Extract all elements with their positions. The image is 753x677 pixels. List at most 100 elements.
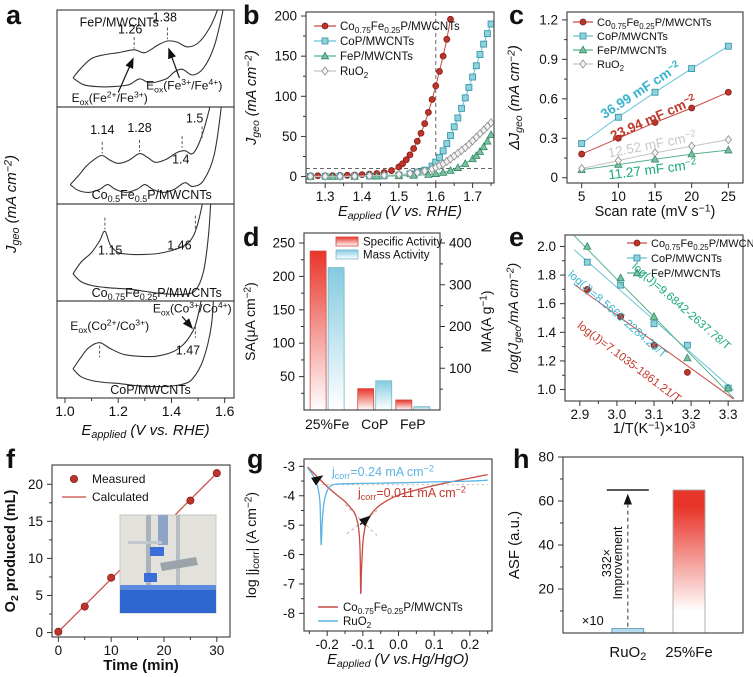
svg-text:20: 20 bbox=[538, 581, 554, 597]
svg-text:-7: -7 bbox=[283, 576, 295, 591]
svg-text:50: 50 bbox=[282, 129, 297, 144]
svg-text:-4: -4 bbox=[283, 488, 295, 503]
svg-text:SA(μA cm−2): SA(μA cm−2) bbox=[242, 282, 258, 361]
svg-text:MA(A g−1): MA(A g−1) bbox=[478, 290, 494, 352]
inset-photo bbox=[119, 514, 217, 614]
svg-text:300: 300 bbox=[449, 277, 472, 292]
svg-text:1.0: 1.0 bbox=[537, 382, 556, 397]
svg-text:100: 100 bbox=[274, 89, 297, 104]
svg-text:250: 250 bbox=[272, 236, 295, 251]
svg-text:FeP/MWCNTs: FeP/MWCNTs bbox=[597, 45, 667, 57]
panel-e-arrhenius: 2.9 3.0 3.1 3.2 3.3 1.0 1.2 1.4 1.6 1.8 2.0 1/T(K−1… bbox=[503, 225, 753, 445]
panel-c-cdl: 5 10 15 20 25 0 0.3 0.6 0.9 1.2 Scan rate (mV s−1)… bbox=[503, 0, 753, 225]
panel-d-label: d bbox=[243, 222, 260, 252]
svg-text:CoP/MWCNTs: CoP/MWCNTs bbox=[651, 253, 722, 265]
svg-text:Co0.75Fe0.25P/MWCNTs: Co0.75Fe0.25P/MWCNTs bbox=[343, 602, 463, 616]
svg-text:Eox(Co2+/Co3+): Eox(Co2+/Co3+) bbox=[70, 318, 149, 336]
svg-text:30: 30 bbox=[209, 643, 224, 658]
svg-text:log(Jgeo/mA cm−2): log(Jgeo/mA cm−2) bbox=[505, 263, 524, 373]
svg-text:0.6: 0.6 bbox=[539, 91, 558, 106]
svg-text:2.0: 2.0 bbox=[537, 239, 556, 254]
svg-text:0.1: 0.1 bbox=[425, 637, 444, 652]
svg-text:25: 25 bbox=[721, 189, 736, 204]
panel-d-activity-bars: 25%Fe CoP FeP 50 100 150 200 250 100 200 300 400 SA(… bbox=[240, 225, 503, 445]
panel-c-label: c bbox=[509, 0, 525, 30]
panel-e-label: e bbox=[509, 222, 525, 252]
svg-text:FeP/MWCNTs: FeP/MWCNTs bbox=[340, 51, 413, 63]
panel-h-label: h bbox=[513, 444, 530, 474]
panel-h-asf-bars: 20 40 60 80 ASF (a.u.) RuO2 25%Fe ×10 332× Improv… bbox=[503, 445, 753, 677]
panel-a-label: a bbox=[6, 0, 22, 30]
svg-text:Jgeo (mA cm−2): Jgeo (mA cm−2) bbox=[3, 155, 23, 254]
svg-text:Eapplied (V vs. RHE): Eapplied (V vs. RHE) bbox=[81, 422, 209, 441]
svg-text:3.2: 3.2 bbox=[682, 407, 701, 422]
svg-text:0.9: 0.9 bbox=[539, 52, 558, 67]
svg-text:O2 produced (mL): O2 produced (mL) bbox=[3, 490, 21, 613]
svg-text:20: 20 bbox=[28, 477, 43, 492]
svg-text:RuO2: RuO2 bbox=[343, 616, 372, 630]
svg-text:200: 200 bbox=[274, 9, 297, 24]
svg-text:80: 80 bbox=[538, 449, 554, 465]
svg-text:1/T(K−1)×103: 1/T(K−1)×103 bbox=[613, 421, 696, 438]
svg-text:1.6: 1.6 bbox=[215, 403, 235, 419]
svg-text:CoP/MWCNTs: CoP/MWCNTs bbox=[110, 383, 191, 397]
svg-text:400: 400 bbox=[449, 236, 472, 251]
svg-text:Eapplied (V vs.Hg/HgO): Eapplied (V vs.Hg/HgO) bbox=[327, 652, 469, 670]
svg-text:5: 5 bbox=[578, 189, 586, 204]
svg-text:60: 60 bbox=[538, 493, 554, 509]
svg-text:0.3: 0.3 bbox=[539, 131, 558, 146]
svg-text:jcorr=0.011 mA cm−2: jcorr=0.011 mA cm−2 bbox=[357, 485, 466, 503]
svg-text:150: 150 bbox=[272, 302, 295, 317]
svg-text:1.47: 1.47 bbox=[176, 343, 200, 357]
svg-text:0: 0 bbox=[550, 170, 558, 185]
svg-text:Co0.5Fe0.5P/MWCNTs: Co0.5Fe0.5P/MWCNTs bbox=[92, 188, 212, 204]
svg-text:1.5: 1.5 bbox=[390, 189, 409, 204]
panel-g-chart: -0.2 -0.1 0.0 0.1 0.2 -8 -7 -6 -5 -4 -3 Eapplied (V… bbox=[243, 458, 493, 670]
svg-text:Eox(Fe2+/Fe3+): Eox(Fe2+/Fe3+) bbox=[72, 90, 148, 108]
svg-text:3.3: 3.3 bbox=[719, 407, 738, 422]
panel-g-corrosion: -0.2 -0.1 0.0 0.1 0.2 -8 -7 -6 -5 -4 -3 Eapplied (V… bbox=[240, 445, 503, 677]
svg-text:10: 10 bbox=[28, 551, 43, 566]
svg-text:15: 15 bbox=[647, 189, 662, 204]
svg-text:1.3: 1.3 bbox=[316, 189, 335, 204]
svg-text:1.4: 1.4 bbox=[172, 152, 189, 166]
svg-text:1.7: 1.7 bbox=[463, 189, 482, 204]
panel-b-chart: 1.3 1.4 1.5 1.6 1.7 0 50 100 150 200 Eapplied (V v… bbox=[244, 9, 495, 222]
svg-text:FeP: FeP bbox=[400, 416, 426, 432]
svg-text:1.2: 1.2 bbox=[108, 403, 128, 419]
svg-text:Co0.75Fe0.25P/MWCNTs: Co0.75Fe0.25P/MWCNTs bbox=[651, 238, 753, 252]
svg-text:-6: -6 bbox=[283, 547, 295, 562]
svg-text:Calculated: Calculated bbox=[92, 490, 149, 504]
svg-text:1.4: 1.4 bbox=[353, 189, 372, 204]
svg-text:10: 10 bbox=[611, 189, 626, 204]
svg-text:Improvement: Improvement bbox=[611, 526, 625, 599]
svg-text:10: 10 bbox=[104, 643, 119, 658]
svg-text:100: 100 bbox=[272, 336, 295, 351]
svg-text:Co0.75Fe0.25P/MWCNTs: Co0.75Fe0.25P/MWCNTs bbox=[92, 286, 222, 302]
svg-text:50: 50 bbox=[280, 369, 295, 384]
svg-text:200: 200 bbox=[449, 319, 472, 334]
svg-text:20: 20 bbox=[156, 643, 171, 658]
svg-text:100: 100 bbox=[449, 361, 472, 376]
svg-text:RuO2: RuO2 bbox=[340, 66, 369, 80]
panel-c-chart: 5 10 15 20 25 0 0.3 0.6 0.9 1.2 Scan rate (mV s−1)… bbox=[507, 11, 744, 221]
svg-text:Mass Activity: Mass Activity bbox=[363, 250, 430, 262]
svg-text:Scan rate (mV s−1): Scan rate (mV s−1) bbox=[595, 204, 716, 221]
svg-text:1.6: 1.6 bbox=[537, 296, 556, 311]
svg-text:Eox(Co3+/Co4+): Eox(Co3+/Co4+) bbox=[153, 300, 232, 318]
svg-text:Eapplied (V vs. RHE): Eapplied (V vs. RHE) bbox=[338, 204, 462, 222]
panel-a-cv-curves: 1.26 1.38 FeP/MWCNTs Eox(Fe2+/Fe3+) Eox(Fe3+… bbox=[0, 0, 240, 445]
svg-text:5: 5 bbox=[35, 588, 43, 603]
svg-text:Specific Activity: Specific Activity bbox=[363, 237, 442, 249]
svg-text:1.6: 1.6 bbox=[426, 189, 445, 204]
svg-text:RuO2: RuO2 bbox=[609, 644, 646, 663]
svg-text:1.28: 1.28 bbox=[127, 121, 151, 135]
panel-f-label: f bbox=[6, 444, 15, 474]
svg-text:Time (min): Time (min) bbox=[103, 657, 179, 674]
svg-text:0: 0 bbox=[35, 625, 43, 640]
panel-b-label: b bbox=[243, 0, 260, 30]
svg-text:1.0: 1.0 bbox=[55, 403, 75, 419]
panel-f-o2-production: 0 10 20 30 0 5 10 15 20 Time (min) O2 produced (mL… bbox=[0, 445, 240, 677]
